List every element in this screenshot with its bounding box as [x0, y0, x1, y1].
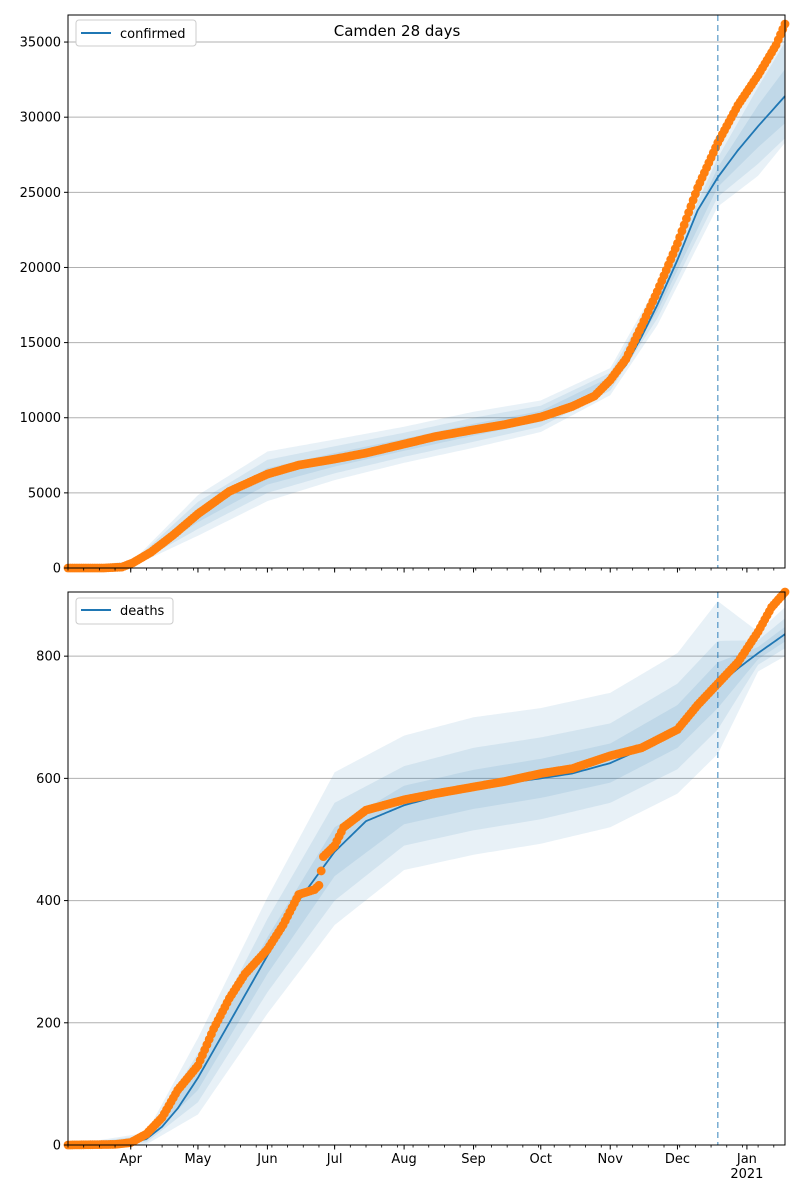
- axes-frame: [67, 591, 786, 1146]
- observed-point: [314, 880, 324, 890]
- legend-label: confirmed: [120, 27, 186, 42]
- x-tick-label: Jul: [326, 1152, 343, 1167]
- y-tick-label: 10000: [20, 411, 61, 426]
- legend-box: [75, 19, 197, 47]
- x-tick-label: Sep: [461, 1152, 486, 1167]
- uncertainty-band: [68, 601, 785, 1145]
- deaths-gridlines: [68, 655, 785, 1024]
- x-tick-label: 2021: [730, 1167, 763, 1182]
- y-tick-label: 5000: [28, 486, 61, 501]
- x-tick-label: Dec: [665, 1152, 690, 1167]
- deaths-legend: deaths: [75, 597, 174, 625]
- x-tick-label: Nov: [598, 1152, 624, 1167]
- x-tick-label: Aug: [391, 1152, 416, 1167]
- deaths-panel: 0 200 400 600 800 Apr May Jun Jul Aug Sep Oct Nov Dec…: [36, 587, 790, 1182]
- y-tick-label: 200: [36, 1016, 61, 1031]
- deaths-axes: 0 200 400 600 800 Apr May Jun Jul Aug Sep Oct Nov Dec…: [36, 591, 786, 1182]
- chart-title: Camden 28 days: [334, 22, 461, 40]
- y-tick-label: 400: [36, 894, 61, 909]
- x-tick-label: Jan: [736, 1152, 757, 1167]
- confirmed-legend: confirmed: [75, 19, 197, 47]
- y-tick-label: 20000: [20, 261, 61, 276]
- x-tick-label: Apr: [119, 1152, 142, 1167]
- y-tick-label: 35000: [20, 36, 61, 51]
- y-tick-label: 600: [36, 772, 61, 787]
- observed-point: [316, 866, 326, 876]
- y-tick-label: 800: [36, 650, 61, 665]
- y-tick-label: 30000: [20, 111, 61, 126]
- uncertainty-band: [68, 618, 785, 1145]
- y-tick-label: 0: [53, 1139, 61, 1154]
- y-tick-label: 15000: [20, 336, 61, 351]
- x-tick-label: Jun: [256, 1152, 277, 1167]
- axes-frame: [67, 14, 786, 569]
- x-tick-label: Oct: [530, 1152, 552, 1167]
- x-tick-label: May: [185, 1152, 212, 1167]
- confirmed-axes: 0 5000 10000 15000 20000 25000 30000 35000: [20, 14, 786, 577]
- legend-label: deaths: [120, 604, 165, 619]
- confirmed-panel: 0 5000 10000 15000 20000 25000 30000 35000 conf…: [20, 14, 790, 577]
- confirmed-gridlines: [68, 41, 785, 494]
- y-tick-label: 25000: [20, 186, 61, 201]
- legend-box: [75, 597, 174, 625]
- deaths-observed-points: [63, 587, 790, 1150]
- y-tick-label: 0: [53, 562, 61, 577]
